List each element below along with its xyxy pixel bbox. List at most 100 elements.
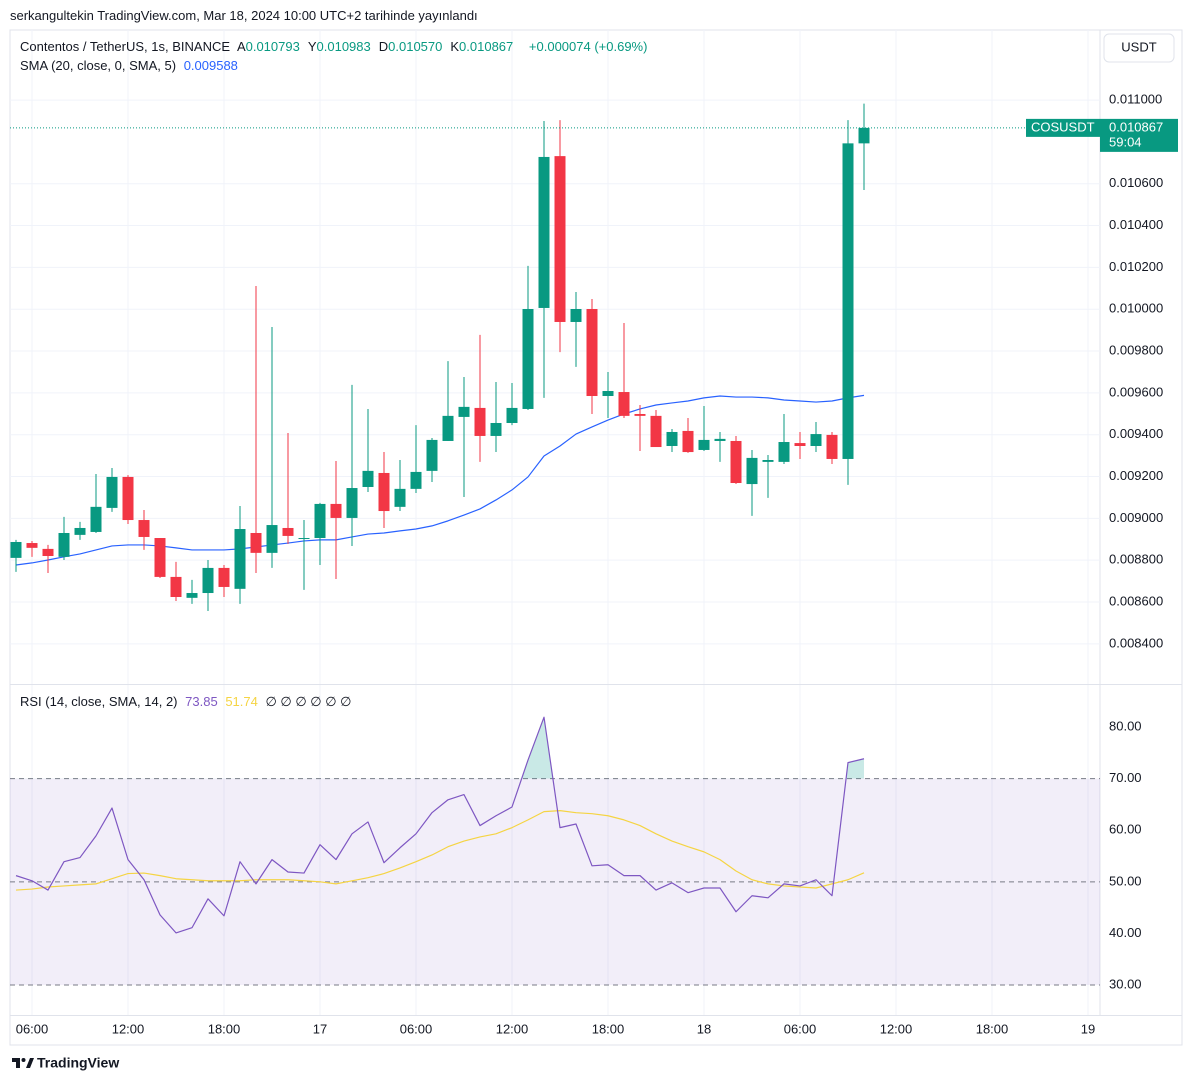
price-tag-countdown: 59:04 (1109, 134, 1142, 149)
candle-body (554, 156, 566, 322)
price-tag-symbol: COSUSDT (1031, 119, 1095, 134)
candle-body (474, 407, 486, 436)
candle-body (458, 406, 470, 417)
x-tick-label: 06:00 (16, 1021, 49, 1036)
candle-body (586, 309, 598, 397)
y-tick-label: 40.00 (1109, 925, 1142, 940)
candle-body (666, 431, 678, 446)
currency-button[interactable] (1103, 33, 1175, 63)
y-tick-label: 0.010600 (1109, 175, 1163, 190)
candle-body (362, 470, 374, 487)
y-tick-label: 50.00 (1109, 873, 1142, 888)
candle-body (170, 576, 182, 597)
marks (10, 103, 1100, 986)
logo (12, 1058, 34, 1068)
candle-body (10, 541, 22, 558)
candle-body (410, 471, 422, 489)
y-tick-label: 70.00 (1109, 770, 1142, 785)
candle-body (602, 390, 614, 397)
y-tick-label: 30.00 (1109, 976, 1142, 991)
line (15, 810, 865, 891)
line (15, 716, 865, 934)
axes: 06:00 12:00 18:00 17 06:00 12:00 18:00 18 06:00 1… (16, 92, 1178, 1036)
candle-body (250, 532, 262, 553)
price-tag-symbol-bg (1026, 118, 1100, 137)
brand: TradingView (37, 1055, 119, 1071)
candle-body (106, 476, 118, 508)
ohlc: A0.010793 Y0.010983 D0.010570 K0.010867 (237, 39, 521, 54)
candle-body (26, 543, 38, 548)
candle-body (218, 567, 230, 587)
ohlc-label: D (378, 39, 389, 54)
x-tick-label: 12:00 (496, 1021, 529, 1036)
symbol-legend: Contentos / TetherUS, 1s, BINANCE A0.010… (20, 39, 651, 55)
candle-body (842, 143, 854, 459)
x-tick-label: 17 (313, 1021, 327, 1036)
x-tick-label: 06:00 (784, 1021, 817, 1036)
candle-body (714, 438, 726, 441)
candle-body (298, 538, 310, 540)
candle-body (314, 503, 326, 539)
candle-body (682, 430, 694, 453)
ohlc-label: A (236, 39, 246, 54)
candle-body (650, 415, 662, 448)
candle-body (858, 127, 870, 144)
chart-frame (9, 29, 1183, 1046)
hidden-plots: ∅ ∅ ∅ ∅ ∅ ∅ (265, 694, 352, 709)
x-tick-label: 12:00 (880, 1021, 913, 1036)
candle-body (522, 309, 534, 409)
candle-body (826, 434, 838, 459)
symbol: Contentos / TetherUS, 1s, BINANCE (20, 39, 231, 54)
sma-legend: SMA (20, close, 0, SMA, 5) 0.009588 (20, 58, 242, 74)
x-tick-label: 12:00 (112, 1021, 145, 1036)
price-tag-bg (1100, 118, 1178, 152)
candle-body (810, 434, 822, 446)
y-tick-label: 0.008600 (1109, 593, 1163, 608)
candle-body (186, 593, 198, 598)
ohlc-label: Y (307, 39, 317, 54)
rsi-legend: RSI (14, close, SMA, 14, 2) 73.85 51.74 … (20, 694, 356, 710)
ohlc-value: 0.010793 (245, 39, 300, 54)
candle-body (778, 442, 790, 462)
candle-body (330, 503, 342, 518)
y-tick-label: 0.010000 (1109, 301, 1163, 316)
sma-value: 0.009588 (183, 58, 238, 73)
candle-body (762, 460, 774, 462)
candle-body (282, 527, 294, 536)
candle-body (746, 457, 758, 485)
x-tick-label: 19 (1081, 1021, 1095, 1036)
y-tick-label: 0.008400 (1109, 635, 1163, 650)
y-tick-label: 0.008800 (1109, 552, 1163, 567)
candle-body (538, 156, 550, 308)
candle-body (794, 443, 806, 446)
sma-name: SMA (20, close, 0, SMA, 5) (20, 58, 177, 73)
candle-body (442, 415, 454, 441)
y-tick-label: 0.009200 (1109, 468, 1163, 483)
y-tick-label: 0.009600 (1109, 384, 1163, 399)
candle-body (90, 506, 102, 532)
y-tick-label: 0.009800 (1109, 342, 1163, 357)
ohlc-value: 0.010867 (459, 39, 514, 54)
ohlc-label: K (450, 39, 460, 54)
candle-body (618, 392, 630, 416)
candle-body (154, 538, 166, 577)
y-tick-label: 0.010200 (1109, 259, 1163, 274)
candle-body (394, 488, 406, 507)
ohlc-value: 0.010570 (388, 39, 443, 54)
candle-body (234, 529, 246, 589)
x-tick-label: 18:00 (208, 1021, 241, 1036)
y-tick-label: 60.00 (1109, 822, 1142, 837)
ohlc-value: 0.010983 (316, 39, 371, 54)
y-tick-label: 80.00 (1109, 718, 1142, 733)
candle-body (506, 407, 518, 423)
candle-body (74, 527, 86, 535)
candle-body (266, 525, 278, 553)
candle-body (378, 472, 390, 512)
candle-body (490, 422, 502, 436)
rsi-name: RSI (14, close, SMA, 14, 2) (20, 694, 178, 709)
candle-body (634, 413, 646, 416)
candle-body (58, 532, 70, 557)
x-tick-label: 18:00 (976, 1021, 1009, 1036)
price-tag-value: 0.010867 (1109, 119, 1163, 134)
